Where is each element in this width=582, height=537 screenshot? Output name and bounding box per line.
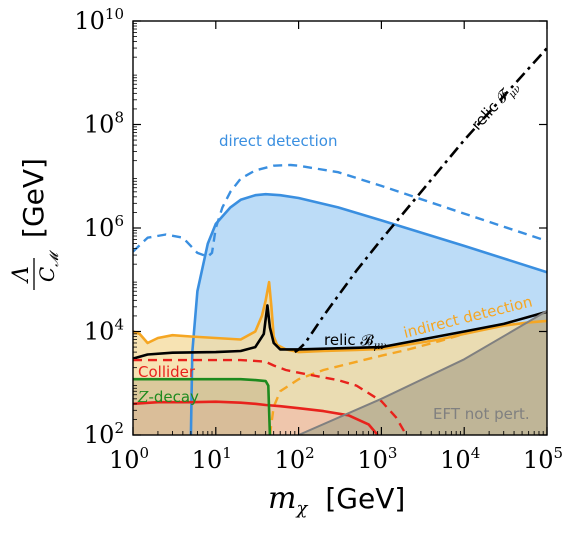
- y-tick-exponent: 2: [114, 419, 124, 437]
- series-layer: [133, 47, 547, 435]
- x-tick-exponent: 4: [471, 444, 481, 462]
- series-line-z-decay: [133, 377, 272, 435]
- zdecay-text: -decay: [148, 388, 199, 406]
- y-tick-base: 10: [84, 111, 115, 139]
- x-tick-label: 105: [523, 444, 563, 474]
- x-tick-exponent: 3: [388, 444, 398, 462]
- y-tick-label: 1010: [74, 5, 124, 35]
- y-tick-label: 106: [84, 212, 124, 242]
- zdecay-label: Z-decay: [137, 388, 199, 406]
- series-line-collider-projection: [133, 358, 408, 435]
- series-line-indirect-detection-projection: [268, 310, 547, 435]
- x-tick-base: 10: [523, 446, 554, 474]
- x-axis-label: mχ [GeV]: [268, 481, 405, 519]
- y-tick-exponent: 4: [114, 316, 124, 334]
- x-tick-exponent: 5: [554, 444, 564, 462]
- x-axis-symbol: m: [268, 481, 296, 516]
- series-line-direct-detection: [189, 192, 547, 435]
- x-tick-label: 100: [109, 444, 149, 474]
- y-tick-base: 10: [74, 7, 105, 35]
- y-axis-den-sub: 𝓜: [47, 250, 61, 267]
- y-tick-base: 10: [84, 421, 115, 449]
- series-line-collider: [133, 400, 379, 435]
- eft-region: [298, 310, 547, 435]
- x-tick-base: 10: [192, 446, 223, 474]
- y-tick-label: 102: [84, 419, 124, 449]
- y-tick-label: 108: [84, 109, 124, 139]
- x-tick-base: 10: [275, 446, 306, 474]
- zdecay-symbol: Z: [137, 388, 149, 406]
- x-tick-label: 101: [192, 444, 232, 474]
- x-axis-title: mχ [GeV]: [268, 481, 405, 519]
- zdecay-region: [133, 379, 270, 435]
- y-tick-exponent: 10: [105, 5, 124, 23]
- x-tick-label: 102: [275, 444, 315, 474]
- x-tick-base: 10: [357, 446, 388, 474]
- x-tick-label: 103: [357, 444, 397, 474]
- series-line-direct-detection-projection: [133, 163, 547, 258]
- collider-label: Collider: [138, 363, 196, 381]
- y-axis-unit: [GeV]: [17, 158, 50, 238]
- x-axis-subscript: χ: [294, 498, 308, 519]
- series-line-relic-b: [133, 304, 547, 360]
- y-tick-label: 104: [84, 316, 124, 346]
- y-tick-base: 10: [84, 214, 115, 242]
- series-line-indirect-detection: [133, 280, 547, 354]
- x-axis-unit: [GeV]: [325, 482, 405, 515]
- y-tick-exponent: 6: [114, 212, 124, 230]
- y-axis-numerator: Λ: [9, 266, 34, 284]
- x-tick-exponent: 0: [140, 444, 150, 462]
- eft-label: EFT not pert.: [433, 405, 530, 423]
- relic-b-text: relic 𝓑: [324, 331, 374, 349]
- x-tick-exponent: 2: [305, 444, 315, 462]
- plot-area: [133, 194, 547, 435]
- y-axis-title: Λ C𝓜 [GeV]: [9, 158, 61, 290]
- x-tick-label: 104: [440, 444, 480, 474]
- relic-b-sub: μν: [374, 341, 387, 352]
- x-tick-base: 10: [440, 446, 471, 474]
- y-tick-base: 10: [84, 318, 115, 346]
- y-tick-exponent: 8: [114, 109, 124, 127]
- x-tick-base: 10: [109, 446, 140, 474]
- x-tick-exponent: 1: [222, 444, 232, 462]
- series-line-eft-not-pert: [298, 310, 547, 435]
- y-axis-den-letter: C: [35, 267, 59, 282]
- y-axis-denominator: C𝓜: [35, 250, 61, 282]
- relic-b-label: relic 𝓑μν: [324, 331, 386, 352]
- direct-detection-label: direct detection: [219, 132, 338, 150]
